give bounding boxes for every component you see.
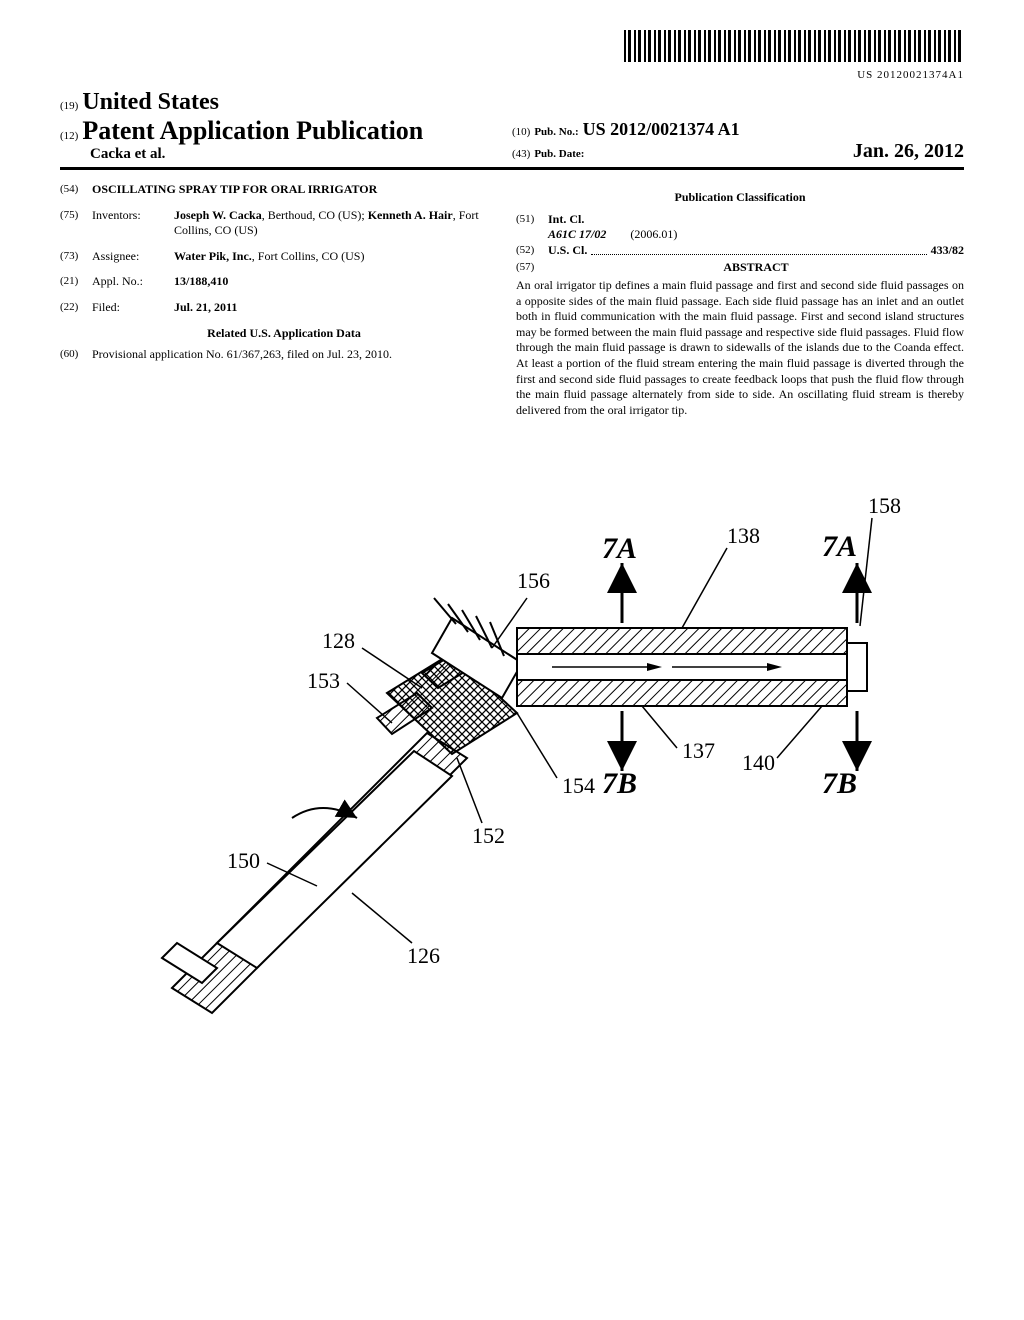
code-22: (22) (60, 300, 92, 316)
pub-date-label: Pub. Date: (534, 148, 584, 160)
abstract-text: An oral irrigator tip defines a main flu… (516, 278, 964, 418)
code-54: (54) (60, 182, 92, 198)
code-43: (43) (512, 148, 530, 160)
abstract-label: ABSTRACT (548, 260, 964, 276)
inventor1-loc: , Berthoud, CO (US); (262, 208, 368, 222)
inventor1-name: Joseph W. Cacka (174, 208, 262, 222)
uscl-line: U.S. Cl. 433/82 (548, 243, 964, 259)
inventors-value: Joseph W. Cacka, Berthoud, CO (US); Kenn… (174, 208, 508, 239)
code-19: (19) (60, 100, 78, 112)
filed-label: Filed: (92, 300, 174, 316)
country-name: United States (82, 89, 219, 115)
label-152: 152 (472, 823, 505, 848)
label-158: 158 (868, 493, 901, 518)
uscl-label: U.S. Cl. (548, 243, 587, 259)
pub-date-line: (43) Pub. Date: Jan. 26, 2012 (512, 140, 964, 163)
pub-no-label: Pub. No.: (534, 126, 578, 138)
assignee-loc: , Fort Collins, CO (US) (252, 249, 365, 263)
inventor2-name: Kenneth A. Hair (368, 208, 453, 222)
right-column: Publication Classification (51) Int. Cl.… (516, 182, 964, 418)
filed-value: Jul. 21, 2011 (174, 300, 508, 316)
code-60: (60) (60, 347, 92, 363)
handle-group (162, 733, 467, 1013)
inventors-row: (75) Inventors: Joseph W. Cacka, Berthou… (60, 208, 508, 239)
barcode-text: US 20120021374A1 (60, 69, 964, 81)
country-line: (19) United States (60, 89, 512, 116)
pub-type: Patent Application Publication (82, 116, 423, 145)
code-10: (10) (512, 126, 530, 138)
code-12: (12) (60, 130, 78, 142)
pub-type-line: (12) Patent Application Publication (60, 116, 512, 146)
title-row: (54) OSCILLATING SPRAY TIP FOR ORAL IRRI… (60, 182, 508, 198)
applno-row: (21) Appl. No.: 13/188,410 (60, 274, 508, 290)
invention-title: OSCILLATING SPRAY TIP FOR ORAL IRRIGATOR (92, 182, 508, 198)
barcode-area (60, 30, 964, 67)
abstract-heading-row: (57) ABSTRACT (516, 260, 964, 276)
code-52: (52) (516, 243, 548, 259)
assignee-value: Water Pik, Inc., Fort Collins, CO (US) (174, 249, 508, 265)
filed-row: (22) Filed: Jul. 21, 2011 (60, 300, 508, 316)
label-137: 137 (682, 738, 715, 763)
provisional-text: Provisional application No. 61/367,263, … (92, 347, 508, 363)
figure-svg: 156 128 153 138 158 137 140 154 152 150 … (122, 458, 902, 1018)
header-left: (19) United States (12) Patent Applicati… (60, 89, 512, 163)
assignee-label: Assignee: (92, 249, 174, 265)
label-7B-2: 7B (822, 767, 857, 800)
inventors-label: Inventors: (92, 208, 174, 239)
intcl-label: Int. Cl. (548, 212, 964, 228)
pub-no-line: (10) Pub. No.: US 2012/0021374 A1 (512, 119, 964, 140)
pub-no-value: US 2012/0021374 A1 (583, 119, 740, 139)
applno-label: Appl. No.: (92, 274, 174, 290)
pubclass-heading: Publication Classification (516, 190, 964, 206)
nozzle-group (517, 628, 867, 706)
code-21: (21) (60, 274, 92, 290)
code-51: (51) (516, 212, 548, 243)
intcl-line: A61C 17/02 (2006.01) (548, 227, 964, 243)
intcl-code: A61C 17/02 (548, 227, 606, 241)
label-7A-2: 7A (822, 530, 857, 563)
header-row: (19) United States (12) Patent Applicati… (60, 89, 964, 163)
dot-fill (591, 243, 926, 256)
label-156: 156 (517, 568, 550, 593)
label-7B-1: 7B (602, 767, 637, 800)
intcl-date: (2006.01) (630, 227, 677, 241)
left-column: (54) OSCILLATING SPRAY TIP FOR ORAL IRRI… (60, 182, 508, 418)
code-73: (73) (60, 249, 92, 265)
label-140: 140 (742, 750, 775, 775)
label-128: 128 (322, 628, 355, 653)
intcl-block: Int. Cl. A61C 17/02 (2006.01) (548, 212, 964, 243)
figure-area: 156 128 153 138 158 137 140 154 152 150 … (60, 458, 964, 1023)
label-138: 138 (727, 523, 760, 548)
uscl-value: 433/82 (931, 243, 964, 259)
intcl-row: (51) Int. Cl. A61C 17/02 (2006.01) (516, 212, 964, 243)
pub-date-value: Jan. 26, 2012 (853, 140, 964, 163)
biblio-columns: (54) OSCILLATING SPRAY TIP FOR ORAL IRRI… (60, 182, 964, 418)
assignee-row: (73) Assignee: Water Pik, Inc., Fort Col… (60, 249, 508, 265)
assignee-name: Water Pik, Inc. (174, 249, 252, 263)
label-150: 150 (227, 848, 260, 873)
header-right: (10) Pub. No.: US 2012/0021374 A1 (43) P… (512, 119, 964, 163)
related-heading: Related U.S. Application Data (60, 326, 508, 342)
thick-rule (60, 167, 964, 170)
label-153: 153 (307, 668, 340, 693)
code-75: (75) (60, 208, 92, 239)
code-57: (57) (516, 260, 548, 276)
authors-line: Cacka et al. (60, 146, 512, 163)
label-154: 154 (562, 773, 595, 798)
provisional-row: (60) Provisional application No. 61/367,… (60, 347, 508, 363)
applno-value: 13/188,410 (174, 274, 508, 290)
barcode-graphic (624, 30, 964, 62)
pub-date-left: (43) Pub. Date: (512, 144, 584, 162)
label-7A-1: 7A (602, 532, 637, 565)
uscl-row: (52) U.S. Cl. 433/82 (516, 243, 964, 259)
label-126: 126 (407, 943, 440, 968)
page-container: US 20120021374A1 (19) United States (12)… (0, 0, 1024, 1053)
